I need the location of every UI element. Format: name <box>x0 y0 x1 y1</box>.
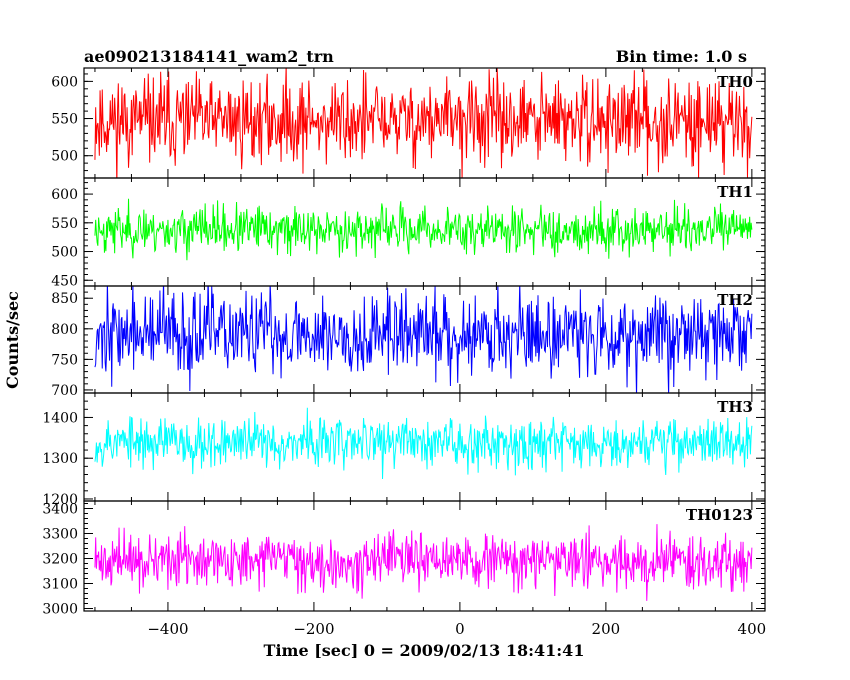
y-tick-label: 500 <box>51 149 78 165</box>
x-tick-label: 0 <box>455 620 465 638</box>
x-axis-label: Time [sec] 0 = 2009/02/13 18:41:41 <box>264 641 585 660</box>
y-tick-label: 3200 <box>42 552 78 568</box>
panel-th0: 500 550 600 TH0 <box>51 67 766 179</box>
series-line-th2 <box>94 286 753 393</box>
y-tick-label: 700 <box>51 383 78 399</box>
panel-th1: 450 500 550 600 TH1 <box>51 177 766 289</box>
y-tick-label: 3000 <box>42 602 78 618</box>
panel-label-th3: TH3 <box>717 398 753 416</box>
series-line-th1 <box>94 198 753 261</box>
y-tick-label: 550 <box>51 112 78 128</box>
x-tick-label: 400 <box>738 620 767 638</box>
panel-frame <box>83 177 766 287</box>
panel-stack: 500 550 600 TH0 450 500 550 600 TH1 700 750 800 850 T… <box>42 67 766 618</box>
series-line-th0 <box>94 68 753 178</box>
series-line-th0123 <box>94 524 753 601</box>
series-line-th3 <box>94 407 753 479</box>
y-tick-label: 600 <box>51 74 78 90</box>
x-axis: −400 −200 0 200 400 <box>147 620 766 638</box>
y-tick-label: 800 <box>51 322 78 338</box>
y-axis-label: Counts/sec <box>3 291 22 389</box>
panel-frame <box>83 500 766 612</box>
y-tick-label: 1300 <box>42 451 78 467</box>
bin-time-label: Bin time: 1.0 s <box>616 47 747 66</box>
y-tick-label: 450 <box>51 273 78 289</box>
y-tick-label: 600 <box>51 187 78 203</box>
y-tick-label: 1400 <box>42 410 78 426</box>
x-tick-label: −200 <box>293 620 334 638</box>
panel-label-th0123: TH0123 <box>686 506 753 524</box>
panel-label-th2: TH2 <box>717 291 753 309</box>
x-tick-label: 200 <box>592 620 621 638</box>
panel-label-th1: TH1 <box>717 183 753 201</box>
chart-title: ae090213184141_wam2_trn <box>84 47 334 66</box>
y-tick-label: 3400 <box>42 502 78 518</box>
y-tick-label: 850 <box>51 291 78 307</box>
y-tick-label: 3300 <box>42 527 78 543</box>
y-tick-label: 750 <box>51 352 78 368</box>
panel-th2: 700 750 800 850 TH2 <box>51 285 766 399</box>
y-tick-label: 1200 <box>42 492 78 508</box>
y-tick-label: 3100 <box>42 577 78 593</box>
x-tick-label: −400 <box>147 620 188 638</box>
panel-th0123: 3000 3100 3200 3300 3400 TH0123 <box>42 500 766 618</box>
y-tick-label: 500 <box>51 245 78 261</box>
y-tick-label: 550 <box>51 216 78 232</box>
panel-th3: 1200 1300 1400 TH3 <box>42 392 766 508</box>
panel-label-th0: TH0 <box>717 73 753 91</box>
